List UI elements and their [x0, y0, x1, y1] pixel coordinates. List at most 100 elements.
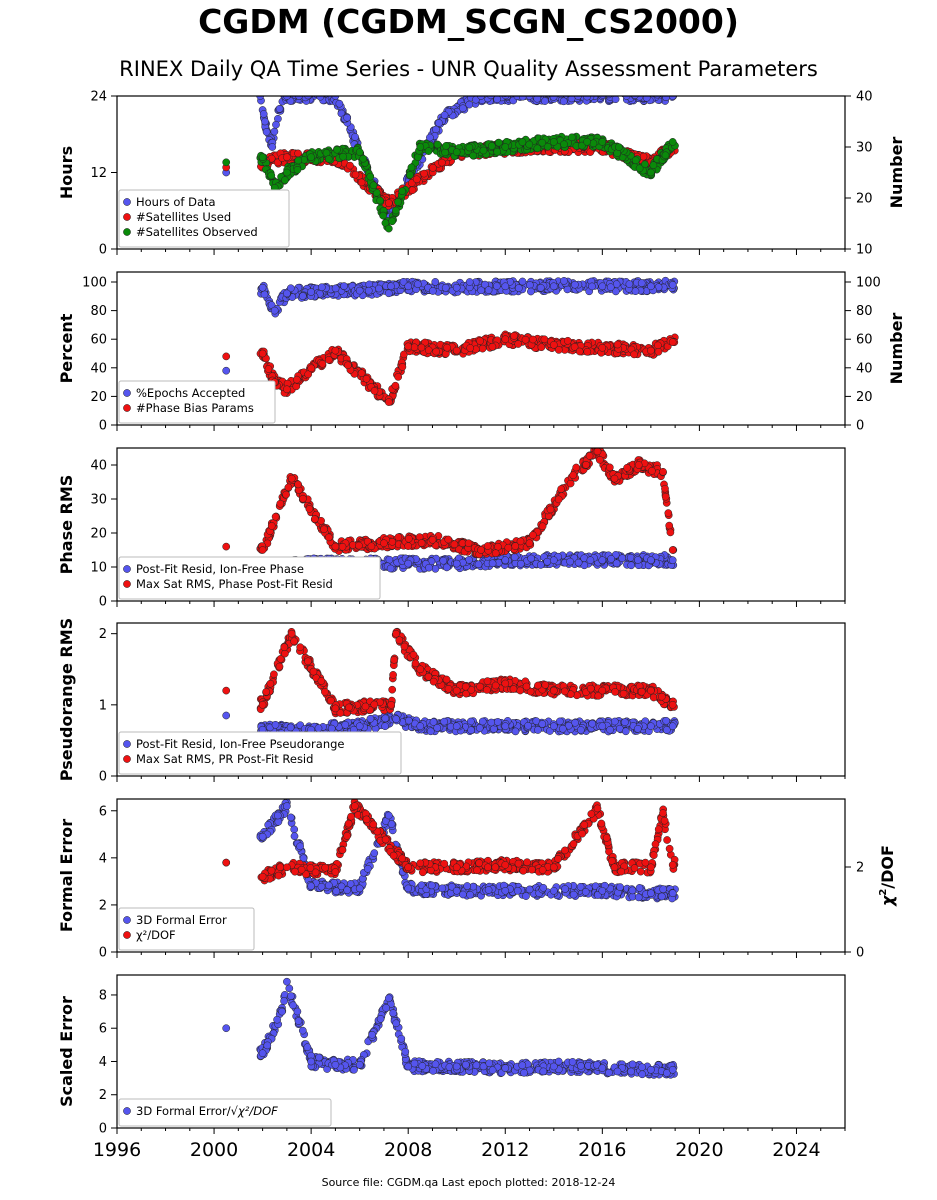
data-point: [578, 141, 586, 150]
data-point: [394, 373, 403, 381]
data-point: [309, 667, 318, 676]
right-y-tick-label: 0: [856, 419, 864, 434]
data-point: [304, 96, 309, 97]
data-point: [661, 492, 670, 501]
data-point: [439, 556, 448, 565]
data-point: [549, 96, 558, 101]
data-point: [351, 133, 359, 141]
data-point: [345, 703, 353, 712]
data-point: [310, 515, 319, 523]
data-point: [478, 344, 487, 353]
data-point: [506, 88, 513, 95]
data-point: [432, 347, 441, 356]
data-point: [627, 561, 636, 570]
right-y-axis-label: Number: [887, 137, 906, 209]
legend-box: [118, 189, 290, 248]
data-point: [381, 714, 390, 723]
data-point: [534, 681, 542, 690]
data-point: [324, 533, 333, 542]
data-point: [476, 96, 482, 97]
data-point: [521, 96, 525, 97]
data-point: [288, 88, 295, 95]
data-point: [493, 147, 502, 156]
data-point: [276, 499, 285, 508]
data-point: [222, 366, 231, 375]
data-point: [518, 138, 527, 146]
legend: %Epochs Accepted#Phase Bias Params: [118, 380, 276, 424]
data-point: [618, 554, 627, 563]
data-point: [299, 87, 306, 94]
data-point: [491, 549, 500, 558]
data-point: [444, 684, 453, 693]
data-point: [400, 642, 409, 651]
right-y-tick-label: 60: [856, 333, 873, 348]
data-point: [465, 278, 474, 286]
data-point: [517, 559, 525, 568]
data-point: [379, 211, 387, 220]
data-point: [543, 557, 552, 566]
data-point: [567, 133, 576, 142]
data-point: [634, 461, 643, 469]
data-point: [611, 688, 619, 696]
data-point: [598, 556, 607, 565]
data-point: [341, 720, 350, 729]
data-point: [428, 535, 437, 544]
data-point: [270, 127, 279, 136]
data-point: [267, 171, 276, 180]
legend-marker: [123, 565, 131, 573]
data-point: [635, 88, 642, 95]
data-point: [307, 288, 315, 296]
y-tick-label: 20: [90, 527, 107, 542]
data-point: [654, 341, 662, 350]
data-point: [576, 726, 585, 734]
data-point: [320, 525, 328, 534]
data-point: [222, 711, 231, 720]
data-point: [283, 168, 291, 177]
data-point: [442, 563, 451, 572]
data-point: [431, 278, 440, 286]
data-point: [647, 556, 655, 565]
y-tick-label: 24: [90, 90, 107, 105]
data-point: [387, 700, 396, 709]
data-point: [516, 88, 523, 95]
data-point: [529, 335, 537, 344]
data-point: [384, 398, 393, 406]
legend-marker: [123, 213, 131, 221]
y-tick-label: 0: [99, 419, 107, 434]
data-point: [321, 688, 329, 696]
y-axis-label: Percent: [57, 313, 76, 383]
data-point: [296, 88, 303, 95]
data-point: [549, 556, 558, 565]
data-point: [222, 686, 231, 695]
data-point: [521, 335, 530, 344]
data-point: [408, 186, 417, 195]
data-point: [547, 88, 554, 95]
data-point: [476, 682, 484, 691]
data-point: [514, 284, 523, 292]
data-point: [571, 280, 579, 289]
data-point: [412, 175, 421, 184]
data-point: [607, 555, 615, 563]
data-point: [648, 467, 656, 475]
right-y-tick-label: 20: [856, 192, 873, 207]
data-point: [647, 282, 655, 291]
data-point: [523, 96, 527, 97]
data-point: [529, 531, 537, 539]
data-point: [260, 290, 269, 299]
series-green: [222, 132, 679, 233]
legend-entry: #Satellites Observed: [136, 225, 258, 239]
data-point: [405, 716, 413, 725]
data-point: [638, 88, 645, 95]
legend-entry: Post-Fit Resid, Ion-Free Phase: [136, 562, 304, 576]
data-point: [541, 681, 550, 689]
data-point: [623, 463, 631, 472]
data-point: [432, 125, 440, 134]
data-point: [598, 282, 607, 291]
data-point: [317, 677, 326, 685]
data-point: [355, 541, 363, 550]
data-point: [481, 96, 484, 97]
data-point: [465, 143, 474, 152]
data-point: [546, 88, 553, 95]
